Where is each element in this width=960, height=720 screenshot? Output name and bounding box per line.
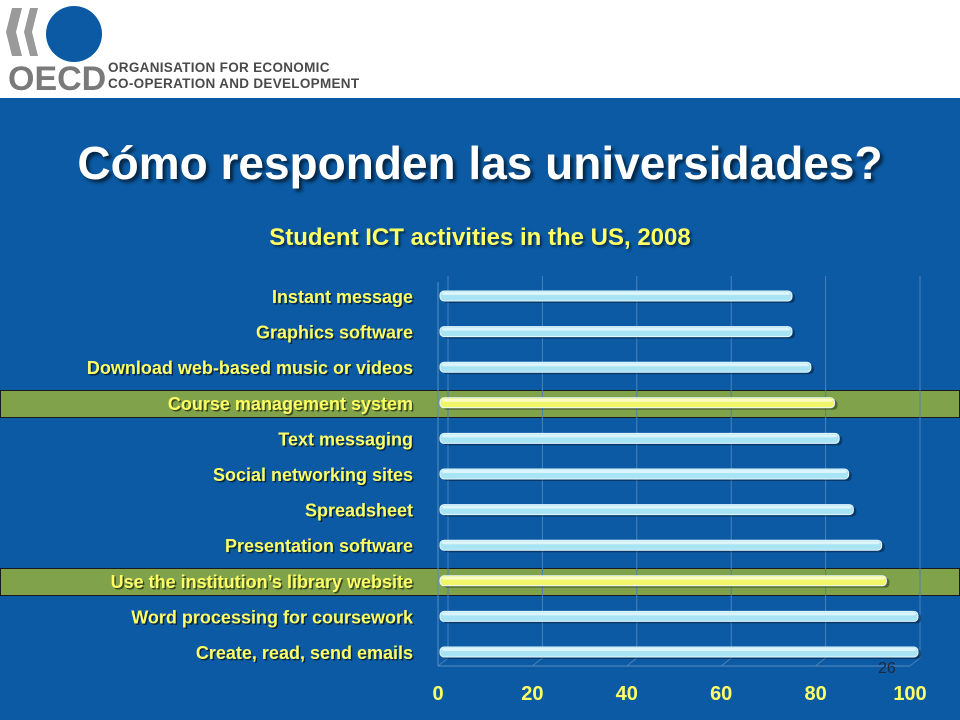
- category-label-shadow: Social networking sites: [214, 467, 414, 487]
- category-label: Course management system: [168, 394, 413, 414]
- category-label: Word processing for coursework: [131, 607, 414, 627]
- bar-highlight: [442, 327, 790, 331]
- bar-group: [439, 504, 857, 517]
- category-label: Spreadsheet: [305, 501, 413, 521]
- bar-group: [439, 397, 838, 410]
- category-label: Presentation software: [225, 536, 413, 556]
- gridline-foot: [720, 657, 732, 667]
- gridline-foot: [815, 657, 826, 667]
- org-name-line1: ORGANISATION FOR ECONOMIC: [108, 60, 330, 75]
- category-label-shadow: Word processing for coursework: [133, 609, 416, 629]
- bar-highlight: [442, 470, 847, 473]
- bar-highlight: [442, 434, 838, 438]
- category-label-shadow: Download web-based music or videos: [88, 360, 414, 380]
- bar-highlight: [442, 576, 885, 580]
- bar-group: [439, 610, 921, 624]
- x-tick-label: 40: [616, 683, 638, 705]
- category-label-shadow: Presentation software: [226, 538, 414, 558]
- x-tick-label: 60: [710, 683, 732, 705]
- category-label: Text messaging: [278, 429, 413, 449]
- org-name: ORGANISATION FOR ECONOMIC CO-OPERATION A…: [108, 60, 359, 92]
- gridline-foot: [532, 657, 543, 667]
- bar-group: [439, 326, 795, 339]
- category-label-shadow: Graphics software: [257, 324, 414, 344]
- category-label: Create, read, send emails: [196, 643, 413, 663]
- bar-group: [439, 575, 890, 588]
- bar-highlight: [442, 612, 916, 616]
- category-label-shadow: Use the institution’s library website: [112, 573, 414, 593]
- category-label-shadow: Spreadsheet: [306, 502, 414, 522]
- bar-highlight: [442, 292, 790, 295]
- bar-highlight: [442, 541, 880, 545]
- gridline-foot: [437, 657, 449, 667]
- category-label-shadow: Text messaging: [280, 431, 415, 451]
- header-bar: OECD ORGANISATION FOR ECONOMIC CO-OPERAT…: [0, 0, 960, 98]
- bar-highlight: [442, 363, 809, 367]
- gridline-foot: [626, 657, 638, 667]
- bar-group: [439, 468, 852, 481]
- bar-group: [439, 290, 795, 303]
- category-label: Graphics software: [256, 323, 413, 343]
- bar-group: [439, 539, 885, 553]
- org-name-line2: CO-OPERATION AND DEVELOPMENT: [108, 76, 360, 91]
- bar-highlight: [442, 505, 852, 509]
- oecd-logo: OECD: [6, 6, 106, 96]
- bar-group: [439, 361, 814, 375]
- bar-highlight: [442, 398, 833, 402]
- category-label-shadow: Instant message: [273, 289, 414, 309]
- slide-title: Cómo responden las universidades?: [77, 137, 883, 189]
- category-label: Use the institution’s library website: [111, 572, 413, 592]
- x-tick-label: 100: [893, 683, 926, 705]
- page-number: 26: [878, 660, 896, 677]
- category-label-shadow: Course management system: [169, 395, 414, 415]
- category-label: Social networking sites: [213, 465, 413, 485]
- x-tick-label: 80: [804, 683, 826, 705]
- x-tick-label: 0: [432, 683, 443, 705]
- category-label: Download web-based music or videos: [87, 358, 413, 378]
- x-tick-label: 20: [521, 683, 543, 705]
- bar-highlight: [442, 648, 916, 651]
- gridline-foot: [909, 657, 921, 667]
- bar-group: [439, 432, 843, 446]
- logo-text: OECD: [8, 60, 106, 96]
- bar-group: [439, 646, 921, 659]
- category-label: Instant message: [272, 287, 413, 307]
- chart-title: Student ICT activities in the US, 2008: [269, 224, 691, 251]
- category-label-shadow: Create, read, send emails: [197, 645, 414, 665]
